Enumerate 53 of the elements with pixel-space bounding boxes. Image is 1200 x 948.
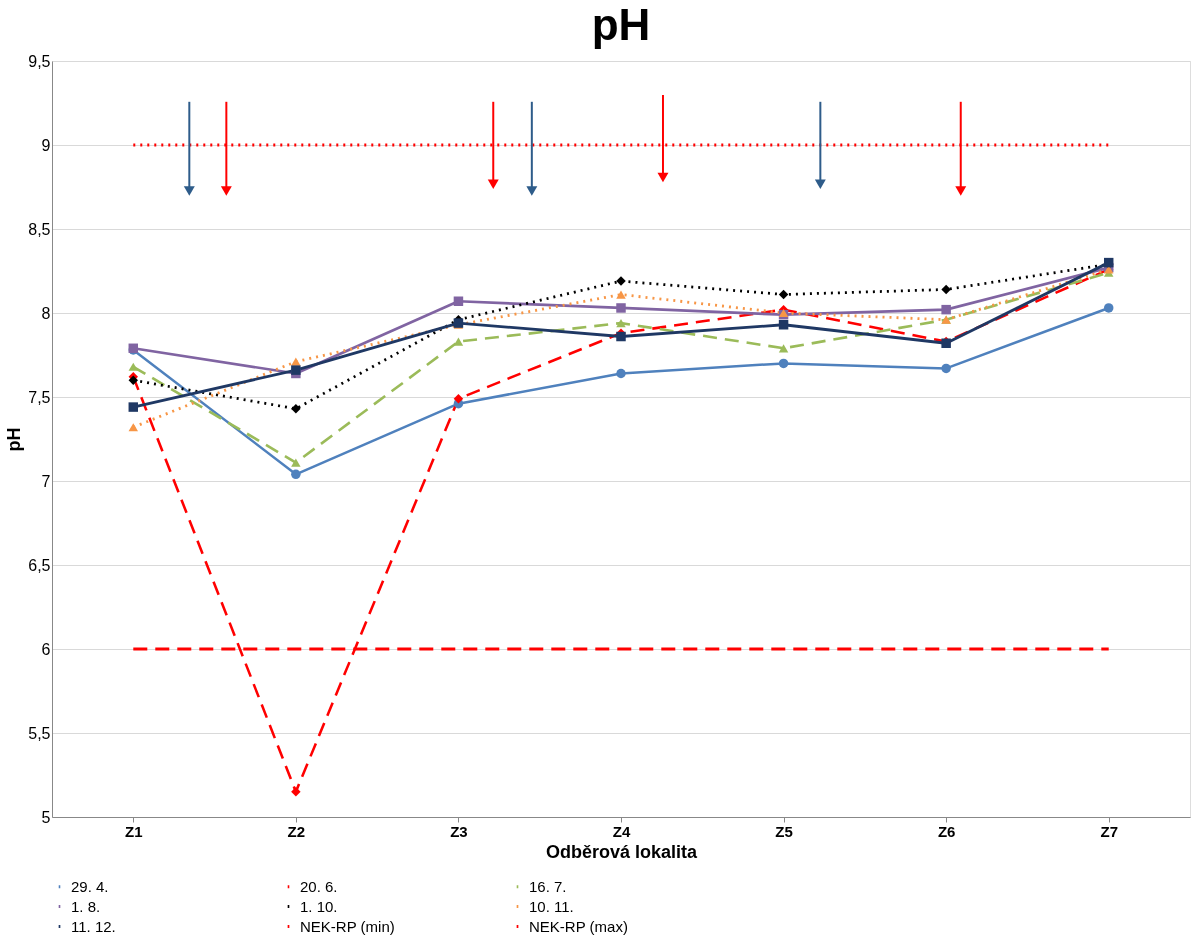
point xyxy=(128,402,139,412)
x-tick-label: Z6 xyxy=(937,822,956,840)
point xyxy=(941,363,951,374)
point xyxy=(291,404,301,414)
point xyxy=(453,296,464,306)
y-axis-title: pH xyxy=(4,427,25,452)
y-tick-label: 6,5 xyxy=(28,556,51,574)
point xyxy=(291,469,301,480)
point xyxy=(1103,303,1114,313)
point xyxy=(941,284,951,295)
point xyxy=(616,303,626,313)
y-tick-label: 5,5 xyxy=(28,724,51,742)
x-tick-label: Z5 xyxy=(775,822,793,840)
point xyxy=(778,289,789,300)
point xyxy=(616,318,626,328)
point xyxy=(778,320,789,330)
point xyxy=(616,290,626,299)
legend-label: 20. 6. xyxy=(300,877,338,895)
point xyxy=(453,393,464,404)
chart-title: pH xyxy=(591,0,651,49)
legend-label: NEK-RP (min) xyxy=(300,917,395,935)
point xyxy=(128,362,139,371)
legend-label: 11. 12. xyxy=(71,917,116,935)
point xyxy=(291,365,301,375)
legend-label: 1. 10. xyxy=(300,897,338,915)
legend-label: 29. 4. xyxy=(71,877,109,895)
x-tick-label: Z3 xyxy=(450,822,468,840)
legend-label: NEK-RP (max) xyxy=(529,917,628,935)
point xyxy=(291,787,301,797)
y-tick-label: 5 xyxy=(41,808,51,826)
x-tick-label: Z1 xyxy=(125,822,143,840)
y-tick-label: 7,5 xyxy=(28,388,51,406)
point xyxy=(616,331,626,342)
point xyxy=(941,304,951,315)
legend-label: 16. 7. xyxy=(529,877,567,895)
x-tick-label: Z7 xyxy=(1100,822,1118,840)
y-tick-label: 6 xyxy=(41,640,51,658)
legend-label: 10. 11. xyxy=(529,897,574,915)
y-tick-label: 9,5 xyxy=(28,52,51,70)
x-axis-title: Odběrová lokalita xyxy=(545,841,699,862)
y-tick-label: 7 xyxy=(41,472,51,490)
point xyxy=(453,337,464,346)
point xyxy=(128,423,139,432)
point xyxy=(778,344,789,353)
x-tick-label: Z4 xyxy=(612,822,631,840)
point xyxy=(291,458,301,467)
y-tick-label: 8 xyxy=(41,304,51,322)
x-tick-label: Z2 xyxy=(287,822,306,840)
y-tick-label: 9 xyxy=(41,136,51,154)
point xyxy=(616,368,626,379)
point xyxy=(778,358,789,369)
legend-label: 1. 8. xyxy=(71,897,101,915)
y-tick-label: 8,5 xyxy=(28,220,51,238)
